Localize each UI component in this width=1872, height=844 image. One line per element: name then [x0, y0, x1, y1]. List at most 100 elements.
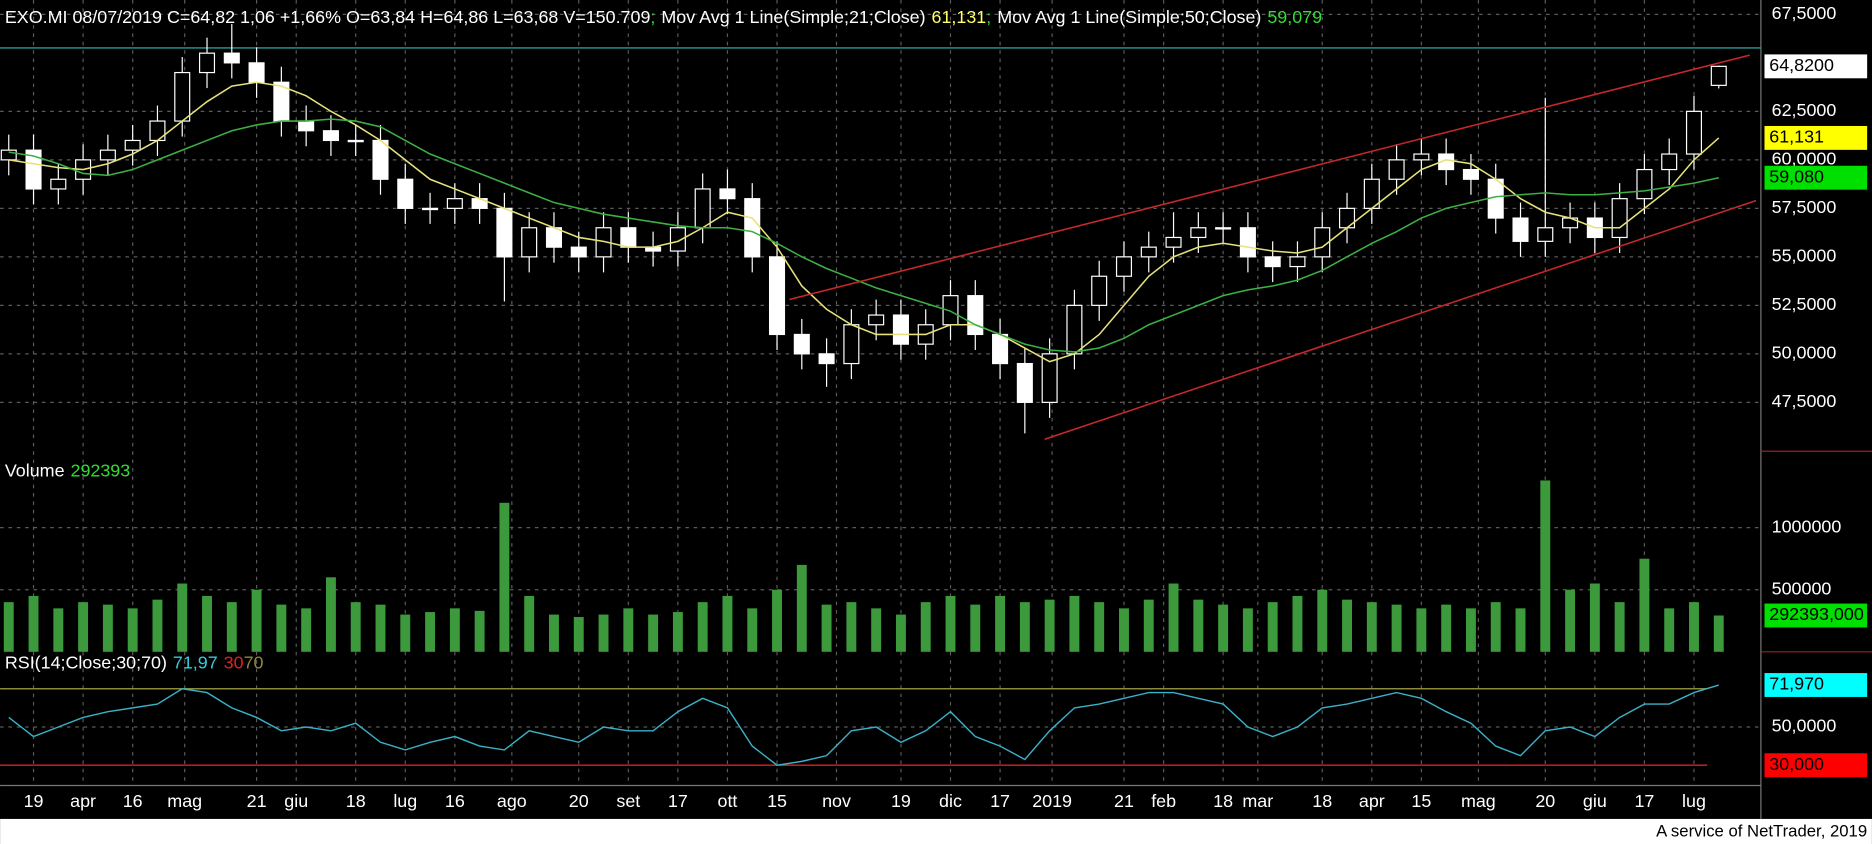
x-tick-label: ago: [497, 791, 527, 811]
volume-bar: [1515, 608, 1526, 652]
x-tick-label: giu: [1583, 791, 1607, 811]
value-box-label: 30,000: [1769, 754, 1824, 774]
volume-bar: [895, 614, 906, 652]
candle-body: [1710, 65, 1727, 86]
volume-bar: [1589, 583, 1600, 652]
volume-bar: [1540, 480, 1551, 652]
candle-body: [892, 314, 909, 345]
volume-bar: [1218, 604, 1229, 652]
x-tick-label: 15: [1411, 791, 1431, 811]
y-tick-label: 500000: [1772, 578, 1832, 598]
candle-body: [719, 188, 736, 200]
value-box: [1764, 603, 1868, 628]
volume-bar: [425, 612, 436, 652]
volume-bar: [945, 595, 956, 652]
y-tick-label: 60,0000: [1772, 149, 1837, 169]
candle-body: [843, 324, 860, 365]
x-tick-label: 19: [24, 791, 44, 811]
y-tick-label: 50,0000: [1772, 343, 1837, 363]
x-tick-label: 20: [1535, 791, 1555, 811]
volume-bar: [1168, 583, 1179, 652]
volume-bar: [276, 604, 287, 652]
header: EXO.MI 08/07/2019 C=64,82 1,06 +1,66% O=…: [5, 7, 1322, 27]
value-box: [1764, 753, 1868, 778]
volume-bar: [1019, 602, 1030, 652]
volume-bar: [1565, 589, 1576, 652]
candle-body: [744, 198, 761, 258]
volume-bar: [1069, 595, 1080, 652]
x-tick-label: 2019: [1032, 791, 1072, 811]
y-tick-label: 67,5000: [1772, 3, 1837, 23]
candle-body: [347, 139, 364, 143]
volume-header: Volume 292393: [5, 460, 130, 480]
volume-bar: [871, 608, 882, 652]
candle-body: [397, 178, 414, 209]
volume-bar: [301, 608, 312, 652]
volume-bar: [226, 602, 237, 652]
x-tick-label: set: [616, 791, 640, 811]
volume-bar: [722, 595, 733, 652]
volume-bar: [375, 604, 386, 652]
candle-body: [1512, 217, 1529, 242]
legend-entry: Mov Avg 1 Line(Simple;50;Close): [997, 7, 1261, 27]
y-tick-label: 57,5000: [1772, 197, 1837, 217]
volume-bar: [1416, 608, 1427, 652]
x-tick-label: mag: [167, 791, 202, 811]
volume-bar: [400, 614, 411, 652]
x-tick-label: 21: [1114, 791, 1134, 811]
x-tick-label: 21: [247, 791, 267, 811]
legend-value: 30: [224, 652, 244, 672]
legend-entry: Volume: [5, 460, 65, 480]
legend-value: 59,079: [1267, 7, 1322, 27]
value-box-label: 59,080: [1769, 166, 1824, 186]
volume-bar: [747, 608, 758, 652]
candle-body: [1685, 110, 1703, 155]
y-tick-label: 52,5000: [1772, 294, 1837, 314]
candle-body: [992, 333, 1009, 365]
volume-bar: [573, 617, 584, 652]
candle-body: [1388, 159, 1405, 180]
volume-bar: [449, 608, 460, 652]
candle-body: [50, 178, 67, 190]
y-tick-label: 62,5000: [1772, 100, 1837, 120]
volume-bar: [325, 577, 336, 652]
candle-body: [1016, 362, 1033, 403]
volume-bar: [1689, 602, 1699, 652]
candle-body: [1264, 256, 1281, 268]
background: [0, 0, 1872, 819]
volume-bar: [1614, 602, 1625, 652]
volume-bar: [1490, 602, 1501, 652]
volume-bar: [1317, 589, 1328, 652]
candle-body: [298, 120, 315, 132]
candle-body: [124, 139, 141, 151]
volume-bar: [1639, 558, 1650, 652]
volume-bar: [524, 595, 535, 652]
legend-entry: Mov Avg 1 Line(Simple;21;Close): [661, 7, 925, 27]
x-tick-label: lug: [393, 791, 417, 811]
volume-bar: [1193, 599, 1204, 652]
candle-body: [1239, 227, 1256, 258]
x-tick-label: apr: [1359, 791, 1385, 811]
volume-bar: [53, 608, 64, 652]
value-box: [1764, 125, 1868, 150]
y-tick-label: 47,5000: [1772, 391, 1837, 411]
volume-bar: [672, 612, 683, 652]
volume-bar: [920, 602, 931, 652]
candle-body: [446, 198, 463, 209]
candle-body: [1041, 353, 1058, 403]
separator: ;: [986, 7, 991, 27]
candle-body: [1413, 153, 1430, 161]
candle-body: [198, 52, 216, 74]
footer: A service of NetTrader, 2019: [1656, 821, 1867, 840]
y-tick-label: 50,0000: [1772, 716, 1837, 736]
volume-bar: [772, 589, 782, 652]
volume-bar: [1664, 608, 1675, 652]
candle-body: [248, 62, 265, 83]
x-tick-label: 19: [891, 791, 911, 811]
volume-bar: [1044, 599, 1055, 652]
candle-body: [1537, 227, 1554, 242]
x-tick-label: feb: [1151, 791, 1176, 811]
x-tick-label: apr: [70, 791, 96, 811]
volume-bar: [970, 604, 981, 652]
